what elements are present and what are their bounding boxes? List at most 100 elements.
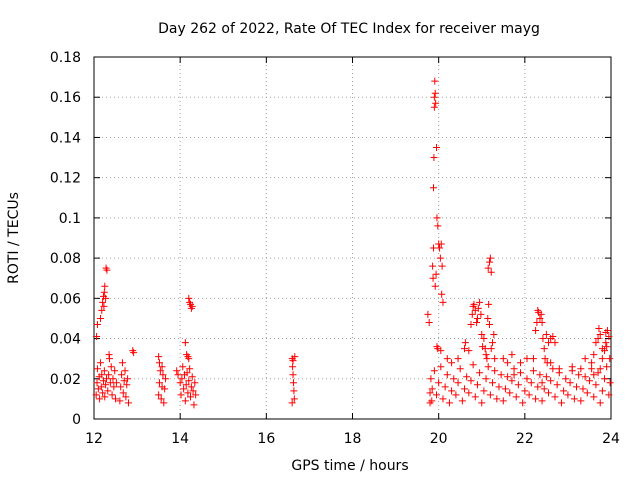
- data-point: [467, 320, 475, 328]
- data-point: [489, 379, 497, 387]
- data-point: [156, 367, 164, 375]
- data-point: [98, 306, 106, 314]
- data-point: [424, 310, 432, 318]
- data-point: [519, 399, 527, 407]
- data-point: [431, 89, 439, 97]
- data-point: [566, 379, 574, 387]
- data-point: [93, 379, 101, 387]
- data-point: [434, 222, 442, 230]
- data-point: [190, 401, 198, 409]
- data-point: [445, 399, 453, 407]
- data-point: [601, 375, 609, 383]
- data-point: [118, 371, 126, 379]
- data-point: [93, 333, 101, 341]
- data-point: [538, 318, 546, 326]
- data-point: [118, 359, 126, 367]
- data-point: [504, 359, 512, 367]
- data-point: [532, 327, 540, 335]
- data-point: [493, 395, 501, 403]
- data-point: [186, 365, 194, 373]
- data-point: [188, 302, 196, 310]
- data-point: [107, 363, 115, 371]
- x-tick-label: 20: [430, 431, 448, 447]
- data-point: [486, 258, 494, 266]
- x-tick-label: 24: [602, 431, 620, 447]
- data-point: [438, 290, 446, 298]
- data-point: [594, 335, 602, 343]
- data-point: [438, 262, 446, 270]
- data-point: [437, 347, 445, 355]
- data-point: [545, 389, 553, 397]
- x-tick-label: 16: [257, 431, 275, 447]
- data-point: [426, 399, 434, 407]
- data-point: [532, 395, 540, 403]
- data-point: [185, 294, 193, 302]
- data-point: [456, 365, 464, 373]
- data-point: [570, 395, 578, 403]
- data-point: [448, 359, 456, 367]
- data-point: [481, 345, 489, 353]
- data-point: [102, 375, 110, 383]
- data-point: [191, 379, 199, 387]
- data-point: [592, 339, 600, 347]
- data-point: [178, 375, 186, 383]
- data-point: [538, 397, 546, 405]
- data-point: [577, 397, 585, 405]
- y-tick-label: 0.06: [50, 291, 81, 307]
- data-point: [122, 393, 130, 401]
- x-tick-label: 12: [85, 431, 103, 447]
- data-point: [290, 395, 298, 403]
- data-point: [159, 371, 167, 379]
- data-point: [605, 391, 613, 399]
- data-point: [590, 371, 598, 379]
- data-point: [288, 399, 296, 407]
- data-point: [188, 373, 196, 381]
- data-point: [465, 347, 473, 355]
- data-point: [551, 393, 559, 401]
- data-point: [603, 343, 611, 351]
- data-point: [174, 371, 182, 379]
- data-point: [452, 391, 460, 399]
- data-point: [185, 355, 193, 363]
- data-point: [534, 383, 542, 391]
- data-point: [539, 335, 547, 343]
- data-point: [577, 365, 585, 373]
- data-point: [471, 393, 479, 401]
- data-point: [182, 381, 190, 389]
- data-point: [430, 93, 438, 101]
- data-point: [109, 375, 117, 383]
- data-point: [482, 375, 490, 383]
- data-point: [598, 387, 606, 395]
- data-point: [562, 375, 570, 383]
- data-point: [476, 298, 484, 306]
- data-point: [431, 282, 439, 290]
- data-point: [508, 377, 516, 385]
- data-point: [112, 379, 120, 387]
- data-point: [476, 369, 484, 377]
- data-point: [542, 373, 550, 381]
- data-point: [99, 389, 107, 397]
- data-point: [435, 379, 443, 387]
- data-point: [439, 298, 447, 306]
- y-axis-label: ROTI / TECUs: [6, 192, 22, 284]
- data-point: [487, 345, 495, 353]
- data-point: [429, 274, 437, 282]
- data-point: [289, 363, 297, 371]
- data-point: [97, 383, 105, 391]
- data-point: [542, 331, 550, 339]
- data-point: [537, 310, 545, 318]
- data-point: [596, 365, 604, 373]
- data-point: [181, 339, 189, 347]
- data-point: [448, 387, 456, 395]
- x-tick-label: 14: [171, 431, 189, 447]
- data-point: [590, 393, 598, 401]
- axis-ticks: 12 14 16 18 20 22 24 0 0.02 0.04 0.06 0.08 0.1 0.12 0.…: [50, 50, 620, 447]
- data-point: [183, 369, 191, 377]
- data-point: [606, 355, 614, 363]
- data-point: [549, 365, 557, 373]
- data-point: [184, 389, 192, 397]
- data-point: [521, 387, 529, 395]
- data-point: [437, 240, 445, 248]
- data-point: [480, 387, 488, 395]
- data-point: [443, 355, 451, 363]
